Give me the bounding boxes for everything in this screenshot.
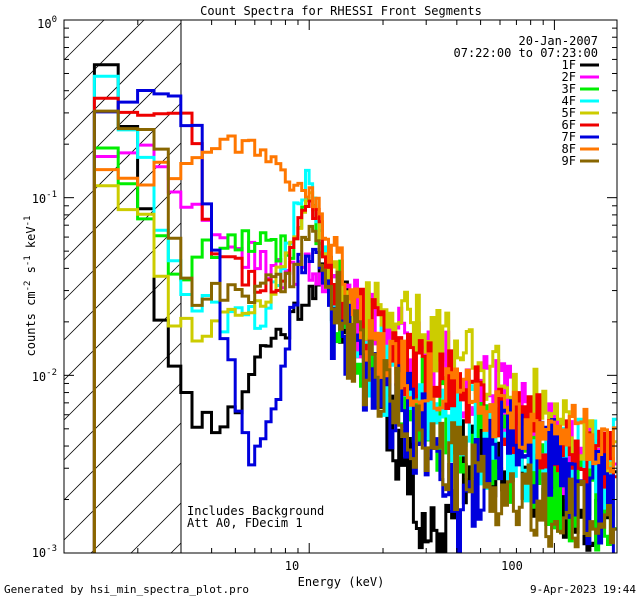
hatch-line-4: [63, 102, 182, 221]
time-range-label: 07:22:00 to 07:23:00: [454, 46, 599, 60]
annotation-background: Includes Background: [187, 504, 324, 518]
date-label: 20-Jan-2007: [519, 34, 598, 48]
x-tick-label-100: 100: [501, 559, 523, 573]
hatch-line-1: [63, 19, 145, 101]
legend-label-5F: 5F: [562, 106, 576, 120]
y-tick-label-1: 10-1: [32, 190, 57, 206]
legend-label-8F: 8F: [562, 142, 576, 156]
y-axis-label: counts cm-2 s-1 keV-1: [23, 216, 38, 357]
hatch-line-2: [63, 22, 182, 141]
legend-label-7F: 7F: [562, 130, 576, 144]
series-3F-line: [92, 146, 617, 553]
axis-ticks: [63, 19, 617, 554]
hatch-line-14: [130, 502, 182, 554]
generated-by-footer: Generated by hsi_min_spectra_plot.pro: [4, 583, 250, 596]
hatch-line-12: [63, 422, 182, 541]
y-tick-label-3: 10-3: [32, 544, 57, 560]
hatch-line-9: [63, 302, 182, 421]
hatch-line-13: [90, 462, 182, 554]
series-7F-line: [92, 89, 615, 553]
series-9F-line: [92, 109, 617, 553]
hatch-line-7: [63, 222, 182, 341]
hatch-line-0: [63, 19, 105, 61]
hatch-line-10: [63, 342, 182, 461]
legend-label-4F: 4F: [562, 94, 576, 108]
hatch-line-3: [63, 62, 182, 181]
hatch-line-15: [170, 542, 182, 554]
hatch-line-11: [63, 382, 182, 501]
y-tick-labels: 100 10-1 10-2 10-3: [32, 15, 57, 560]
y-tick-label-0: 100: [37, 15, 57, 31]
legend-label-1F: 1F: [562, 58, 576, 72]
date-stamp-footer: 9-Apr-2023 19:44: [530, 583, 636, 596]
legend-label-6F: 6F: [562, 118, 576, 132]
x-tick-label-10: 10: [285, 559, 299, 573]
legend-label-3F: 3F: [562, 82, 576, 96]
hatch-line-8: [63, 262, 182, 381]
x-axis-label: Energy (keV): [298, 575, 385, 589]
x-tick-labels: 10 100: [285, 559, 523, 573]
background-hatch-region: [63, 19, 182, 554]
annotation-attenuator: Att A0, FDecim 1: [187, 516, 303, 530]
hatch-line-5: [63, 142, 182, 261]
series-layer: [92, 63, 617, 553]
legend-label-9F: 9F: [562, 154, 576, 168]
series-8F-line: [92, 134, 617, 553]
legend-label-2F: 2F: [562, 70, 576, 84]
y-tick-label-2: 10-2: [32, 368, 57, 384]
hatch-line-6: [63, 182, 182, 301]
chart-title: Count Spectra for RHESSI Front Segments: [200, 4, 482, 18]
plot-frame: [63, 19, 618, 554]
